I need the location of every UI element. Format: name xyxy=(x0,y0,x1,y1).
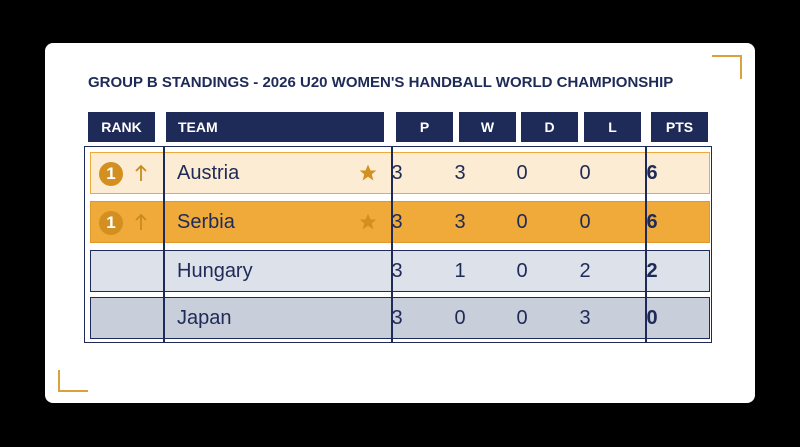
stat-w: 0 xyxy=(454,306,466,329)
trend-icon xyxy=(129,202,153,242)
corner xyxy=(712,55,742,79)
header-cell: TEAM xyxy=(166,112,384,142)
table-row: Japan 3 0 0 3 0 xyxy=(90,297,710,339)
header-cell: PTS xyxy=(651,112,708,142)
rank-badge: 1 xyxy=(99,211,123,235)
stat-l: 2 xyxy=(579,259,591,282)
table-row: 1 Serbia 3 3 0 0 6 xyxy=(90,201,710,243)
team-name: Serbia xyxy=(177,210,235,233)
stat-p: 3 xyxy=(391,306,403,329)
title: GROUP B STANDINGS - 2026 U20 WOMEN'S HAN… xyxy=(88,74,674,91)
star-icon xyxy=(355,153,381,193)
stat-p: 3 xyxy=(391,161,403,184)
stat-p: 3 xyxy=(391,210,403,233)
team-name: Hungary xyxy=(177,259,253,282)
star-icon xyxy=(355,202,381,242)
stat-l: 0 xyxy=(579,210,591,233)
stat-d: 0 xyxy=(516,161,528,184)
team-name: Austria xyxy=(177,161,240,184)
stat-d: 0 xyxy=(516,210,528,233)
stat-pts: 6 xyxy=(646,210,658,233)
header-cell: D xyxy=(521,112,578,142)
stat-l: 0 xyxy=(579,161,591,184)
stat-d: 0 xyxy=(516,259,528,282)
stat-pts: 0 xyxy=(646,306,658,329)
stat-l: 3 xyxy=(579,306,591,329)
stat-p: 3 xyxy=(391,259,403,282)
divider xyxy=(163,146,165,343)
header-cell: W xyxy=(459,112,516,142)
header-cell: RANK xyxy=(88,112,155,142)
stat-d: 0 xyxy=(516,306,528,329)
stat-w: 3 xyxy=(454,210,466,233)
header-cell: L xyxy=(584,112,641,142)
rank-badge: 1 xyxy=(99,162,123,186)
stat-pts: 2 xyxy=(646,259,658,282)
divider xyxy=(645,146,647,343)
team-name: Japan xyxy=(177,306,232,329)
stat-pts: 6 xyxy=(646,161,658,184)
corner xyxy=(58,370,88,392)
divider xyxy=(391,146,393,343)
table-row: 1 Austria 3 3 0 0 6 xyxy=(90,152,710,194)
stat-w: 3 xyxy=(454,161,466,184)
header-cell: P xyxy=(396,112,453,142)
table-row: Hungary 3 1 0 2 2 xyxy=(90,250,710,292)
trend-icon xyxy=(129,153,153,193)
table-frame xyxy=(84,146,712,343)
stat-w: 1 xyxy=(454,259,466,282)
